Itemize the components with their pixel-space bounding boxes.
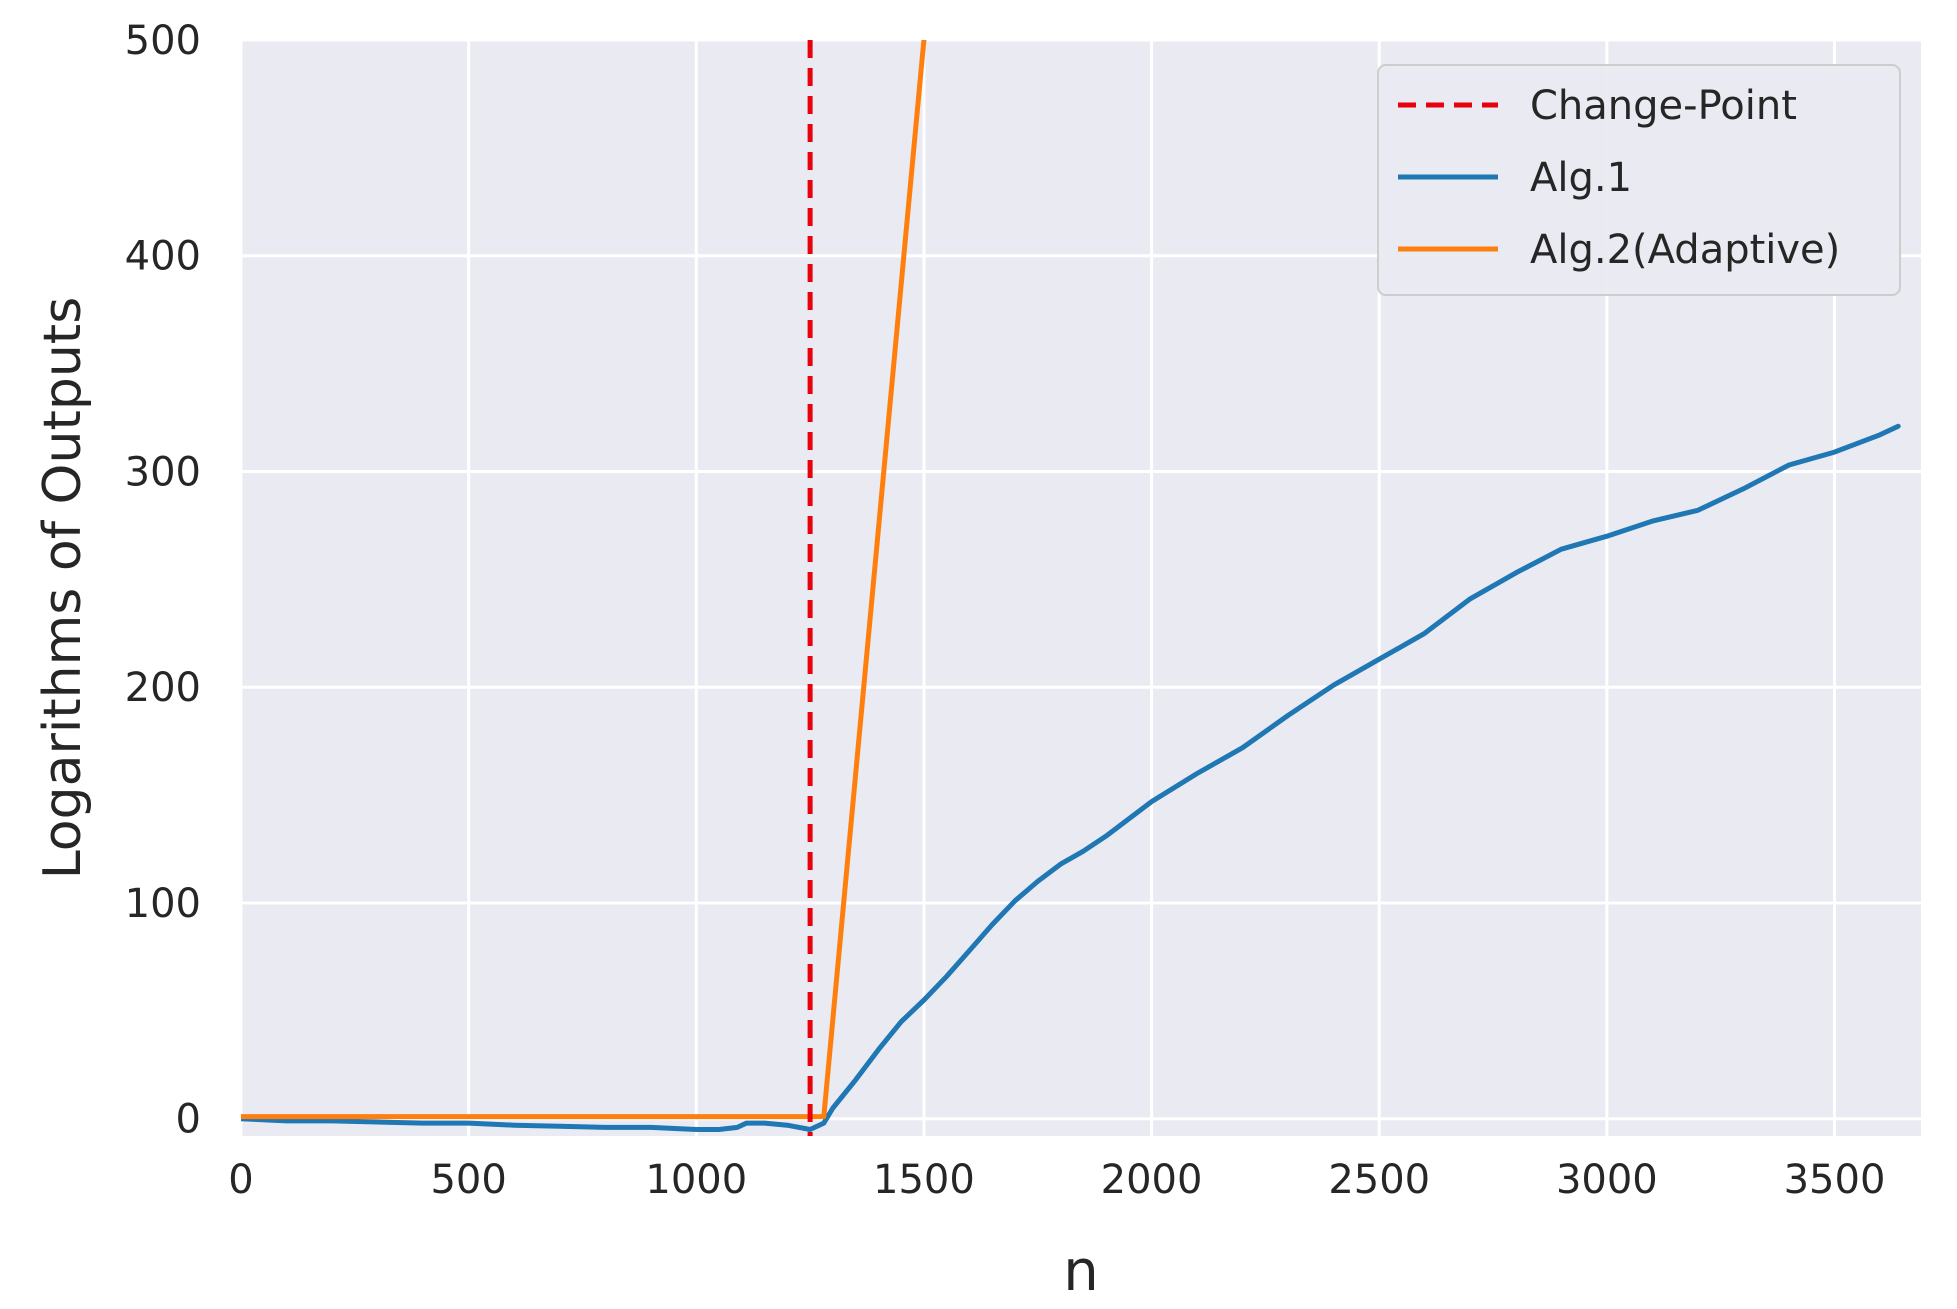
- y-tick-label: 300: [125, 449, 201, 495]
- legend-change-point-label: Change-Point: [1530, 83, 1797, 129]
- x-tick-label: 2000: [1101, 1157, 1203, 1203]
- x-axis-title: n: [1063, 1239, 1099, 1304]
- y-tick-label: 400: [125, 234, 201, 280]
- x-tick-label: 2500: [1328, 1157, 1430, 1203]
- y-axis-title: Logarithms of Outputs: [33, 297, 93, 880]
- ticks: 0 500 1000 1500 2000 2500 3000 3500 0 100 200 300 40…: [125, 18, 1886, 1203]
- x-tick-label: 500: [430, 1157, 506, 1203]
- series-layer: [241, 40, 1901, 1136]
- legend: Change-Point Alg.1 Alg.2(Adaptive): [1377, 64, 1901, 296]
- x-tick-label: 3000: [1556, 1157, 1658, 1203]
- y-tick-label: 200: [125, 665, 201, 711]
- y-tick-label: 500: [125, 18, 201, 64]
- y-tick-label: 0: [176, 1097, 201, 1143]
- legend-alg2-label: Alg.2(Adaptive): [1530, 227, 1840, 273]
- legend-alg1-label: Alg.1: [1530, 155, 1632, 201]
- x-tick-label: 1000: [645, 1157, 747, 1203]
- series-line-alg-2-adaptive: [241, 40, 927, 1120]
- x-tick-label: 0: [228, 1157, 253, 1203]
- y-tick-label: 100: [125, 881, 201, 927]
- x-tick-label: 1500: [873, 1157, 975, 1203]
- legend-box: [1377, 64, 1901, 296]
- series-line-alg-1: [241, 423, 1901, 1132]
- x-tick-label: 3500: [1784, 1157, 1886, 1203]
